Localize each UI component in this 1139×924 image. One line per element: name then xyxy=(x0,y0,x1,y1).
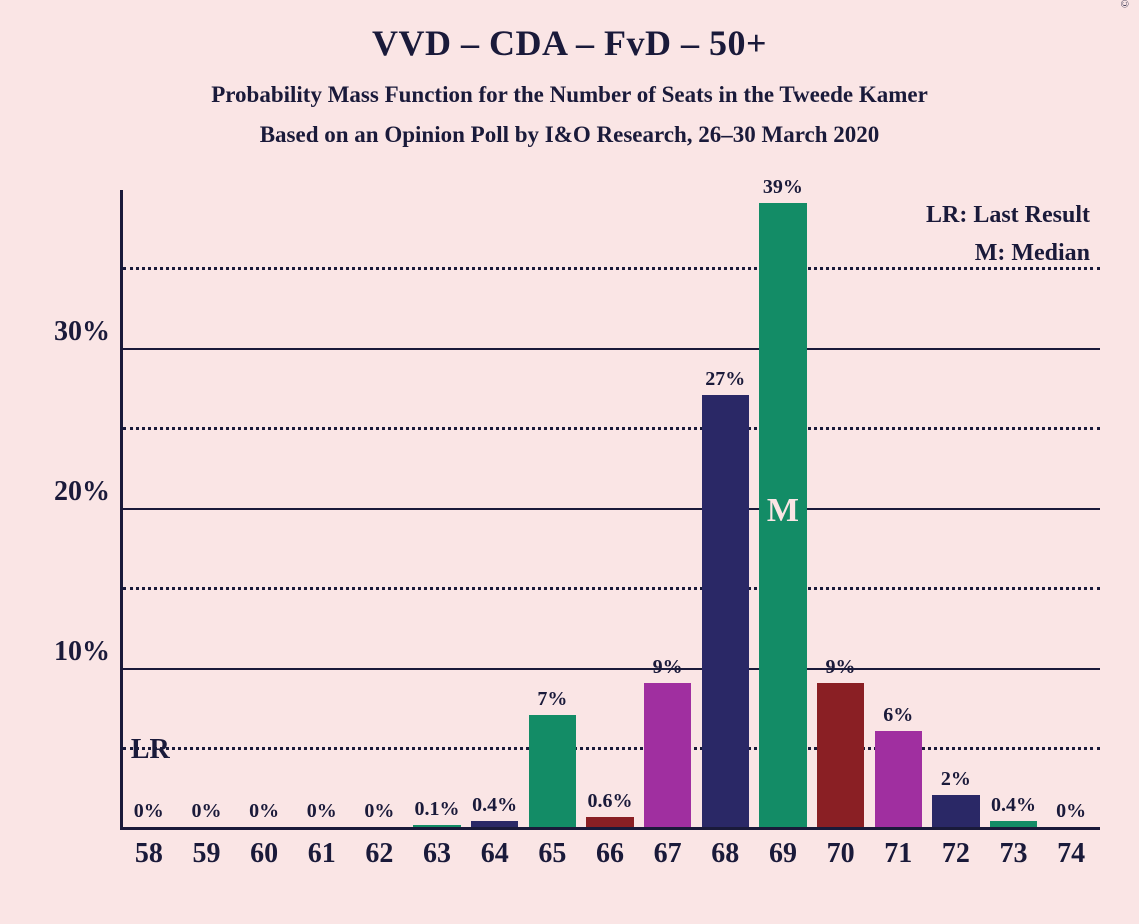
bar: 9% xyxy=(644,683,691,827)
x-tick-label: 65 xyxy=(538,838,566,870)
chart-plot-area: LR: Last Result M: Median 10%20%30%0%580… xyxy=(120,190,1100,830)
x-tick-label: 74 xyxy=(1057,838,1085,870)
x-tick-label: 59 xyxy=(192,838,220,870)
gridline-minor xyxy=(123,747,1100,750)
x-tick-label: 64 xyxy=(481,838,509,870)
gridline-minor xyxy=(123,427,1100,430)
bar-value-label: 0% xyxy=(356,800,403,827)
bar-value-label: 0% xyxy=(183,800,230,827)
y-tick-label: 20% xyxy=(54,476,110,508)
bar-value-label: 9% xyxy=(817,656,864,683)
bar-value-label: 2% xyxy=(932,768,979,795)
y-tick-label: 30% xyxy=(54,316,110,348)
bar: 9% xyxy=(817,683,864,827)
x-tick-label: 70 xyxy=(827,838,855,870)
x-axis xyxy=(120,827,1100,830)
copyright-text: © 2020 Filip van Laenen xyxy=(1119,0,1131,8)
bar: 6% xyxy=(875,731,922,827)
chart-title: VVD – CDA – FvD – 50+ xyxy=(0,0,1139,64)
x-tick-label: 62 xyxy=(365,838,393,870)
x-tick-label: 60 xyxy=(250,838,278,870)
x-tick-label: 67 xyxy=(654,838,682,870)
bar-value-label: 0.4% xyxy=(471,794,518,821)
bar: 0.4% xyxy=(990,821,1037,827)
bar: 27% xyxy=(702,395,749,827)
bar-value-label: 7% xyxy=(529,688,576,715)
bar: 0.1% xyxy=(413,825,460,827)
x-tick-label: 63 xyxy=(423,838,451,870)
gridline-major xyxy=(123,668,1100,670)
gridline-minor xyxy=(123,267,1100,270)
x-tick-label: 73 xyxy=(1000,838,1028,870)
x-tick-label: 61 xyxy=(308,838,336,870)
bar-value-label: 0% xyxy=(240,800,287,827)
gridline-major xyxy=(123,508,1100,510)
y-axis xyxy=(120,190,123,830)
x-tick-label: 69 xyxy=(769,838,797,870)
bar: 2% xyxy=(932,795,979,827)
x-tick-label: 68 xyxy=(711,838,739,870)
gridline-minor xyxy=(123,587,1100,590)
bar-value-label: 0% xyxy=(298,800,345,827)
bar: 7% xyxy=(529,715,576,827)
bar-value-label: 9% xyxy=(644,656,691,683)
bar-value-label: 6% xyxy=(875,704,922,731)
legend-lr: LR: Last Result xyxy=(926,196,1090,234)
gridline-major xyxy=(123,348,1100,350)
x-tick-label: 72 xyxy=(942,838,970,870)
bar: 0.4% xyxy=(471,821,518,827)
bar-value-label: 0% xyxy=(125,800,172,827)
bar-value-label: 27% xyxy=(702,368,749,395)
bar-value-label: 0.6% xyxy=(586,790,633,817)
median-marker: M xyxy=(759,492,806,530)
bar-value-label: 39% xyxy=(759,176,806,203)
x-tick-label: 71 xyxy=(884,838,912,870)
chart-subtitle-1: Probability Mass Function for the Number… xyxy=(0,82,1139,108)
legend: LR: Last Result M: Median xyxy=(926,196,1090,273)
chart-subtitle-2: Based on an Opinion Poll by I&O Research… xyxy=(0,122,1139,148)
bar-value-label: 0% xyxy=(1048,800,1095,827)
last-result-marker: LR xyxy=(131,734,170,766)
x-tick-label: 58 xyxy=(135,838,163,870)
y-tick-label: 10% xyxy=(54,636,110,668)
bar-value-label: 0.4% xyxy=(990,794,1037,821)
bar: 0.6% xyxy=(586,817,633,827)
x-tick-label: 66 xyxy=(596,838,624,870)
bar-value-label: 0.1% xyxy=(413,798,460,825)
